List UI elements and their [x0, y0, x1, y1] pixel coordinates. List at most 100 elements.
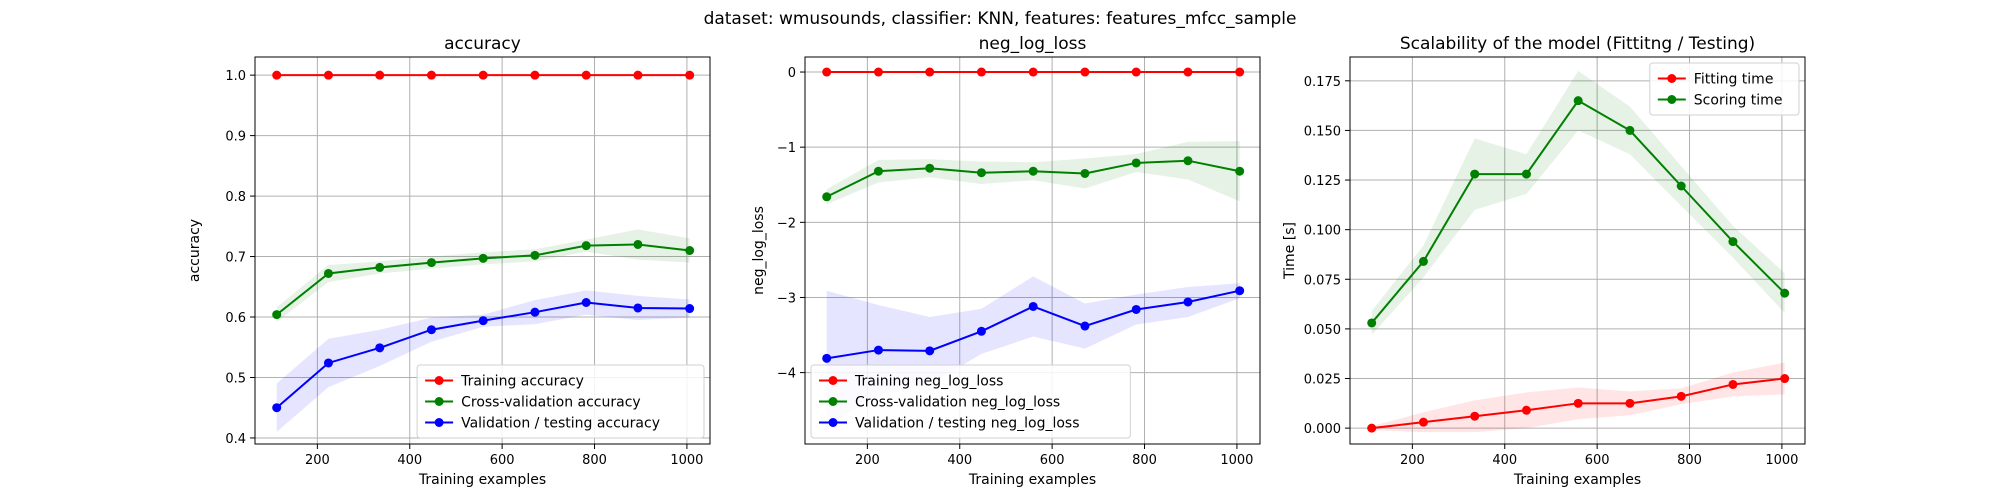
legend-marker — [434, 376, 444, 385]
x-tick-label: 200 — [855, 453, 880, 468]
data-point — [478, 316, 488, 326]
data-point — [633, 239, 643, 249]
legend-marker — [1667, 74, 1677, 83]
axes-frame — [1349, 56, 1806, 445]
legend-label: Validation / testing neg_log_loss — [855, 416, 1080, 432]
data-point — [1183, 67, 1193, 77]
chart-title: neg_log_loss — [979, 34, 1087, 54]
x-tick-label: 600 — [1040, 453, 1065, 468]
std-band — [1371, 70, 1785, 335]
x-tick-label: 1000 — [1220, 453, 1253, 468]
data-point — [1080, 168, 1090, 178]
data-point — [1367, 423, 1377, 433]
axes-frame — [804, 56, 1261, 445]
data-point — [976, 326, 986, 336]
y-axis-label: Time [s] — [1282, 222, 1298, 280]
data-point — [1418, 256, 1428, 266]
legend-label: Scoring time — [1694, 93, 1783, 109]
data-point — [1521, 405, 1531, 415]
data-point — [925, 67, 935, 77]
data-point — [426, 70, 436, 80]
data-point — [685, 70, 695, 80]
y-tick-label: 0.075 — [1304, 273, 1341, 288]
data-point — [873, 67, 883, 77]
y-tick-label: 0.4 — [225, 432, 246, 447]
data-point — [1080, 67, 1090, 77]
x-tick-label: 800 — [1132, 453, 1157, 468]
legend: Training neg_log_loss Cross-validation ne… — [810, 364, 1131, 439]
data-point — [478, 253, 488, 263]
data-point — [323, 70, 333, 80]
data-point — [581, 70, 591, 80]
data-point — [478, 70, 488, 80]
chart-title: accuracy — [444, 34, 521, 54]
data-point — [1183, 156, 1193, 166]
x-tick-label: 800 — [1677, 453, 1702, 468]
data-point — [1780, 288, 1790, 298]
legend-label: Training neg_log_loss — [854, 374, 1003, 390]
x-tick-label: 200 — [1400, 453, 1425, 468]
x-tick-label: 600 — [490, 453, 515, 468]
data-point — [272, 310, 282, 320]
legend-marker — [828, 418, 838, 427]
legend: Training accuracy Cross-validation accura… — [416, 364, 705, 439]
data-point — [1573, 398, 1583, 408]
data-point — [1625, 398, 1635, 408]
y-tick-label: −2 — [777, 216, 796, 231]
data-point — [1131, 67, 1141, 77]
data-point — [822, 353, 832, 363]
data-point — [1573, 96, 1583, 106]
data-point — [1028, 67, 1038, 77]
data-point — [1728, 379, 1738, 389]
x-tick-label: 400 — [1492, 453, 1517, 468]
data-point — [581, 241, 591, 251]
data-point — [1235, 166, 1245, 176]
series-line — [1370, 99, 1786, 324]
x-tick-label: 800 — [582, 453, 607, 468]
data-point — [375, 343, 385, 353]
legend-label: Cross-validation accuracy — [461, 395, 641, 411]
data-point — [530, 70, 540, 80]
data-point — [426, 325, 436, 335]
data-point — [1676, 391, 1686, 401]
data-point — [822, 192, 832, 202]
data-point — [272, 70, 282, 80]
data-point — [272, 403, 282, 413]
y-tick-label: 0.175 — [1304, 75, 1341, 90]
data-point — [375, 70, 385, 80]
x-tick-label: 400 — [397, 453, 422, 468]
legend-label: Validation / testing accuracy — [461, 416, 660, 432]
data-point — [633, 70, 643, 80]
legend-marker — [434, 397, 444, 406]
data-point — [976, 168, 986, 178]
x-tick-label: 600 — [1585, 453, 1610, 468]
legend-marker — [434, 418, 444, 427]
y-tick-label: 0.9 — [225, 130, 246, 145]
data-point — [1028, 166, 1038, 176]
y-axis-label: neg_log_loss — [751, 206, 767, 295]
legend-box — [1649, 62, 1800, 116]
x-tick-label: 400 — [947, 453, 972, 468]
legend-marker — [1667, 95, 1677, 104]
legend-marker — [828, 397, 838, 406]
x-axis-label: Training examples — [1513, 472, 1641, 488]
std-band — [276, 229, 690, 322]
data-point — [530, 250, 540, 260]
data-point — [1131, 304, 1141, 314]
data-point — [1367, 318, 1377, 328]
data-point — [1676, 181, 1686, 191]
x-axis-label: Training examples — [418, 472, 546, 488]
data-point — [1470, 169, 1480, 179]
data-point — [1131, 158, 1141, 168]
legend-label: Cross-validation neg_log_loss — [855, 395, 1060, 411]
y-tick-label: −1 — [777, 141, 796, 156]
data-point — [375, 262, 385, 272]
y-tick-label: 0.150 — [1304, 124, 1341, 139]
y-tick-label: 0.000 — [1304, 422, 1341, 437]
y-tick-label: 0.8 — [225, 190, 246, 205]
y-tick-label: −3 — [777, 291, 796, 306]
chart-panel-2: 200 400 600 800 1000 −4 −3 −2 −1 0 neg_log_loss Tra… — [751, 34, 1261, 488]
legend-box — [810, 364, 1131, 439]
legend-label: Training accuracy — [460, 374, 584, 390]
chart-title: Scalability of the model (Fittitng / Tes… — [1400, 34, 1755, 54]
